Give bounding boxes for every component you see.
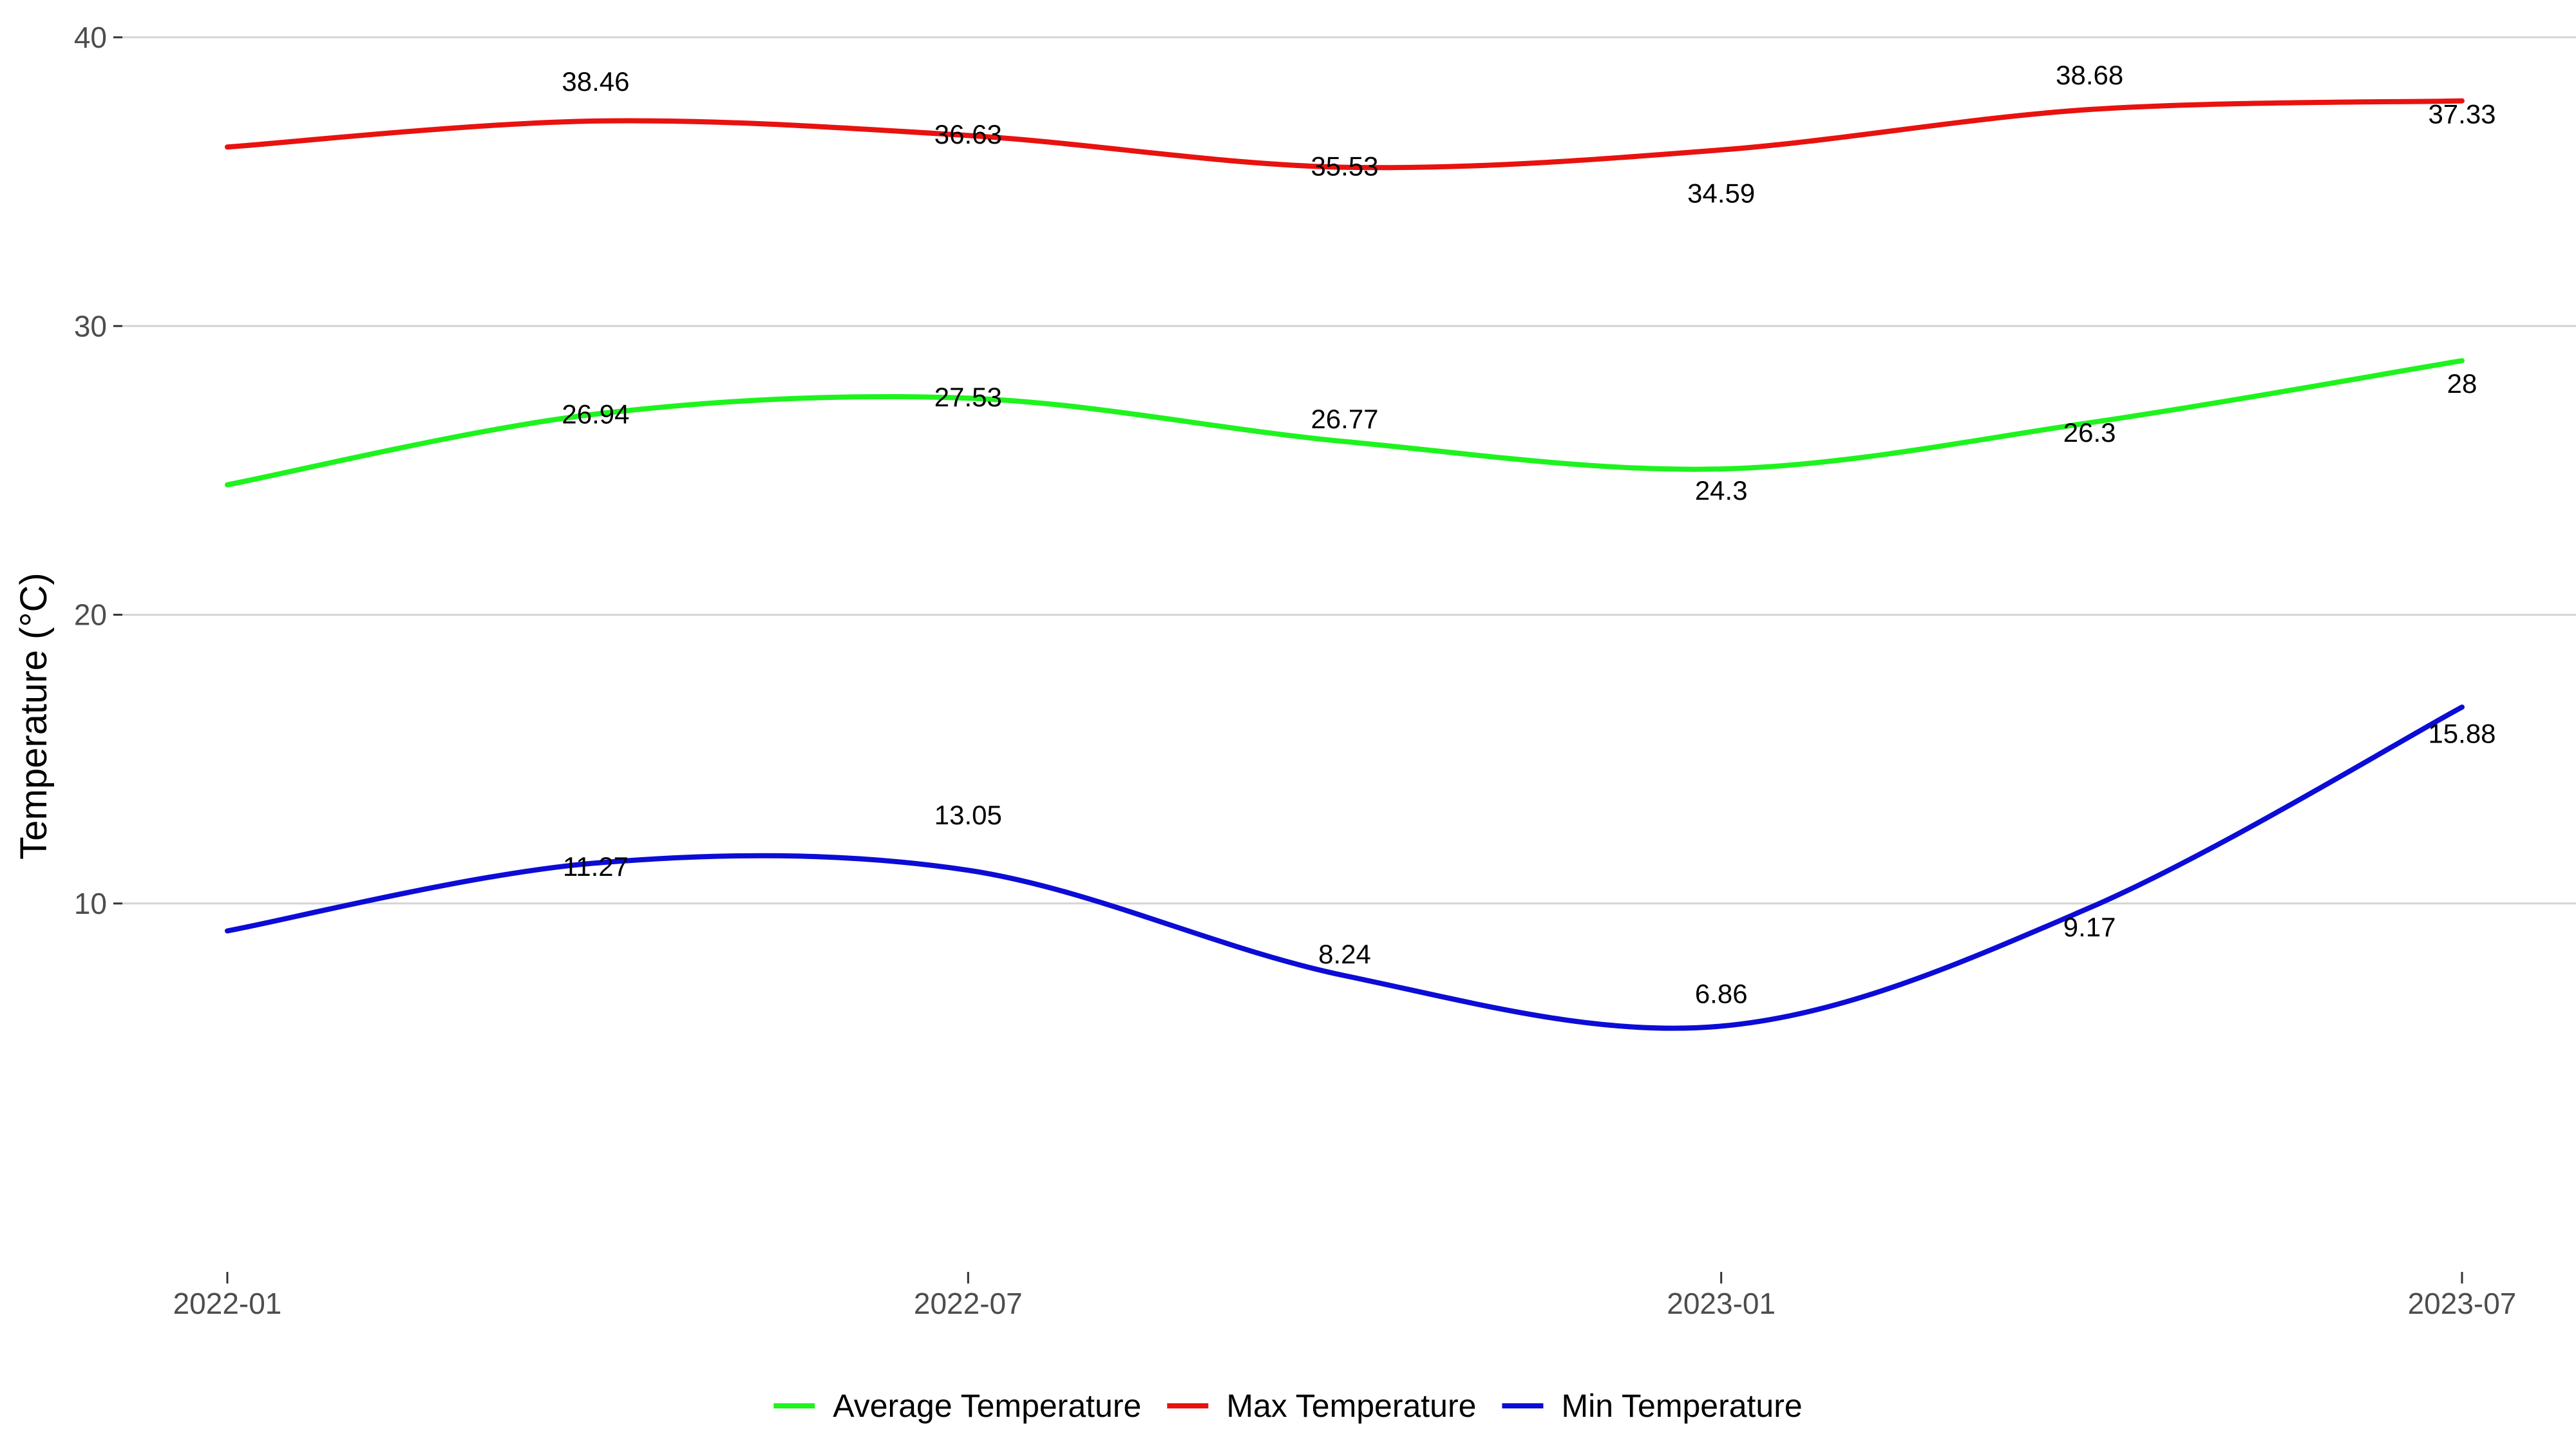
axes: 10 20 30 40 2022-01 2022-07 2023-01 2023-07	[74, 21, 2517, 1320]
legend: Average Temperature Max Temperature Min Te…	[773, 1388, 1803, 1424]
y-tick-label: 40	[74, 21, 107, 54]
data-label-min-temperature: 13.05	[934, 800, 1002, 830]
data-label-max-temperature: 34.59	[1687, 178, 1755, 208]
data-label-max-temperature: 37.33	[2428, 99, 2496, 129]
data-label-average-temperature: 28	[2447, 368, 2477, 399]
data-label-max-temperature: 38.68	[2056, 60, 2123, 90]
series-line-average-temperature	[225, 358, 2465, 488]
data-label-average-temperature: 26.77	[1311, 404, 1378, 434]
series-line-min-temperature	[225, 705, 2465, 1031]
y-axis-title: Temperature (°C)	[13, 573, 55, 859]
data-label-min-temperature: 9.17	[2063, 912, 2116, 942]
y-tick-label: 10	[74, 887, 107, 920]
data-label-min-temperature: 8.24	[1318, 939, 1371, 969]
data-label-max-temperature: 38.46	[562, 66, 629, 97]
grid-lines	[122, 36, 2576, 905]
data-label-average-temperature: 24.3	[1695, 475, 1748, 506]
y-tick-label: 20	[74, 598, 107, 632]
y-tick-label: 30	[74, 309, 107, 343]
data-label-average-temperature: 27.53	[934, 382, 1002, 412]
series-line-max-temperature	[225, 98, 2465, 171]
data-label-average-temperature: 26.94	[562, 399, 629, 429]
data-label-min-temperature: 15.88	[2428, 718, 2496, 748]
x-tick-label: 2023-01	[1667, 1287, 1776, 1320]
data-label-max-temperature: 35.53	[1311, 151, 1378, 181]
x-tick-label: 2022-01	[173, 1287, 282, 1320]
series-lines	[225, 98, 2465, 1031]
data-labels: 26.94 27.53 26.77 24.3 26.3 28 38.46 36.63 35.53…	[562, 60, 2496, 1009]
x-tick-label: 2023-07	[2408, 1287, 2517, 1320]
legend-label-max-temperature: Max Temperature	[1226, 1388, 1476, 1424]
x-tick-label: 2022-07	[914, 1287, 1023, 1320]
data-label-min-temperature: 6.86	[1695, 979, 1748, 1009]
data-label-min-temperature: 11.27	[563, 851, 629, 882]
legend-label-min-temperature: Min Temperature	[1561, 1388, 1802, 1424]
legend-label-average-temperature: Average Temperature	[833, 1388, 1141, 1424]
data-label-average-temperature: 26.3	[2063, 417, 2116, 448]
data-label-max-temperature: 36.63	[934, 119, 1002, 149]
